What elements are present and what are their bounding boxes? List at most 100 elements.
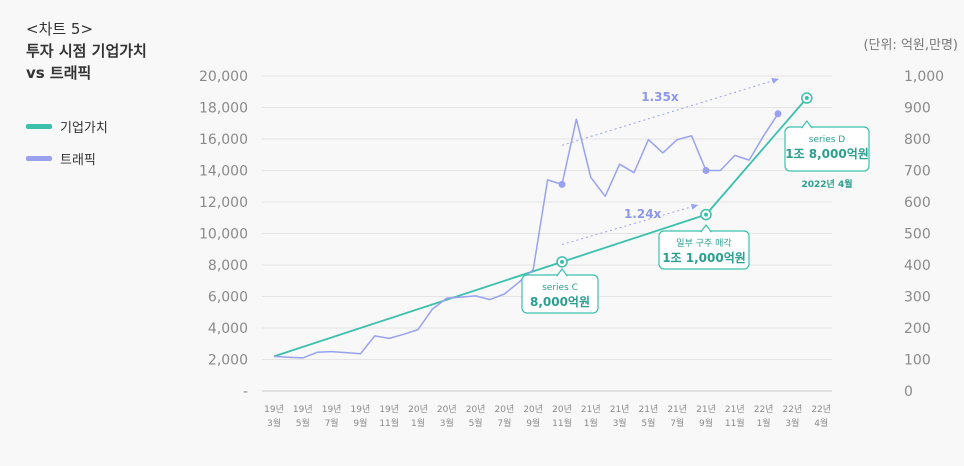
callout-value-label: 1조 8,000억원: [785, 147, 869, 161]
callout-box: [784, 126, 870, 172]
y-right-tick-label: 900: [904, 101, 931, 117]
x-tick-label-year: 21년: [725, 404, 745, 415]
x-tick-label-month: 1월: [584, 417, 598, 429]
callout-round-label: series D: [809, 135, 846, 145]
series-layer: [273, 97, 808, 359]
x-tick-label-year: 19년: [293, 404, 313, 415]
y-left-tick-label: 20,000: [199, 69, 248, 85]
x-tick-label-month: 9월: [526, 417, 540, 429]
x-tick-label-year: 20년: [523, 404, 543, 415]
valuation-point: [560, 259, 564, 264]
x-tick-label-year: 22년: [811, 404, 831, 415]
x-tick-label-month: 5월: [296, 417, 310, 429]
y-left-tick-label: 4,000: [208, 321, 248, 337]
x-tick-label-year: 19년: [264, 404, 284, 415]
x-tick-label-month: 1월: [411, 417, 425, 429]
x-tick-label-month: 3월: [267, 417, 281, 429]
callout-round-label: series C: [542, 283, 578, 293]
x-tick-label-year: 20년: [437, 404, 457, 415]
y-left-tick-label: -: [243, 384, 248, 400]
chart-title-line-2: vs 트래픽: [26, 64, 92, 82]
y-right-tick-label: 100: [904, 353, 931, 369]
x-tick-label-year: 20년: [495, 404, 515, 415]
valuation-point: [704, 212, 708, 217]
x-tick-label-month: 5월: [469, 417, 483, 429]
x-tick-label-year: 20년: [466, 404, 486, 415]
legend-swatch-valuation: [26, 123, 52, 129]
y-left-tick-label: 10,000: [199, 227, 248, 243]
y-right-tick-label: 0: [904, 384, 913, 400]
y-right-tick-label: 700: [904, 164, 931, 180]
legend-item-valuation: 기업가치: [26, 116, 108, 136]
legend-item-traffic: 트래픽: [26, 148, 108, 168]
x-tick-label-month: 5월: [641, 417, 655, 429]
valuation-point: [804, 96, 809, 101]
x-tick-label-month: 11월: [725, 417, 745, 429]
unit-label: (단위: 억원,만명): [863, 38, 958, 53]
valuation-line: [273, 97, 808, 358]
y-right-tick-label: 600: [904, 195, 931, 211]
y-right-tick-label: 500: [904, 227, 931, 243]
callout-round-label: 일부 구주 매각: [676, 237, 731, 249]
legend-label-traffic: 트래픽: [60, 152, 96, 168]
legend: 기업가치 트래픽: [26, 116, 108, 180]
x-tick-label-month: 11월: [552, 417, 572, 429]
y-right-tick-label: 400: [904, 258, 931, 274]
y-right-tick-label: 200: [904, 321, 931, 337]
x-tick-label-month: 3월: [613, 417, 627, 429]
y-left-tick-label: 2,000: [208, 353, 248, 369]
x-tick-label-month: 3월: [785, 417, 799, 429]
x-tick-label-year: 21년: [581, 404, 601, 415]
legend-label-valuation: 기업가치: [60, 120, 108, 136]
callout-pointer: [801, 120, 813, 129]
axes: - 2,000 4,000 6,000 8,000 10,000 12,000 14,000 1…: [199, 69, 944, 429]
x-tick-label-month: 7월: [497, 417, 511, 429]
x-tick-label-month: 7월: [325, 417, 339, 429]
x-tick-label-year: 20년: [408, 404, 428, 415]
legend-swatch-traffic: [26, 155, 52, 161]
y-left-tick-label: 16,000: [199, 132, 248, 148]
growth-arrow-label: 1.35x: [641, 90, 679, 104]
x-tick-label-year: 21년: [696, 404, 716, 415]
x-tick-label-month: 4월: [814, 417, 828, 429]
chart-title-line-1: 투자 시점 기업가치: [26, 42, 147, 60]
callout-pointer: [700, 224, 712, 233]
callout-date-note: 2022년 4월: [801, 178, 852, 190]
growth-arrow: [561, 203, 699, 246]
traffic-marker: [558, 180, 566, 188]
x-tick-label-year: 20년: [552, 404, 572, 415]
x-tick-label-month: 11월: [379, 417, 399, 429]
x-tick-label-year: 19년: [379, 404, 399, 415]
y-left-tick-label: 18,000: [199, 101, 248, 117]
x-tick-label-year: 21년: [610, 404, 630, 415]
x-tick-label-year: 21년: [667, 404, 687, 415]
x-tick-label-month: 1월: [757, 417, 771, 429]
y-right-tick-label: 1,000: [904, 69, 944, 85]
x-tick-label-month: 9월: [699, 417, 713, 429]
x-tick-label-year: 19년: [322, 404, 342, 415]
y-right-tick-label: 800: [904, 132, 931, 148]
x-tick-label-year: 22년: [754, 404, 774, 415]
traffic-marker: [774, 110, 782, 118]
y-left-tick-label: 6,000: [208, 290, 248, 306]
callout-pointer: [556, 268, 568, 277]
y-left-tick-label: 12,000: [199, 195, 248, 211]
x-tick-label-year: 22년: [783, 404, 803, 415]
growth-arrow-label: 1.24x: [624, 207, 662, 221]
x-tick-label-year: 21년: [639, 404, 659, 415]
callout-value-label: 8,000억원: [530, 295, 590, 309]
chart-number: <차트 5>: [26, 20, 94, 38]
y-right-tick-label: 300: [904, 290, 931, 306]
callout-value-label: 1조 1,000억원: [662, 251, 746, 265]
annotation-layer: 1.24x 1.35x series C 8,000억원 일부 구주 매각 1조 1,00…: [521, 78, 870, 314]
x-tick-label-month: 7월: [670, 417, 684, 429]
x-tick-label-year: 19년: [351, 404, 371, 415]
x-tick-label-month: 9월: [353, 417, 367, 429]
chart-title-block: <차트 5> 투자 시점 기업가치 vs 트래픽: [26, 18, 147, 84]
y-left-tick-label: 14,000: [199, 164, 248, 180]
x-tick-label-month: 3월: [440, 417, 454, 429]
growth-arrow: [561, 78, 779, 146]
y-left-tick-label: 8,000: [208, 258, 248, 274]
traffic-marker: [702, 167, 710, 174]
